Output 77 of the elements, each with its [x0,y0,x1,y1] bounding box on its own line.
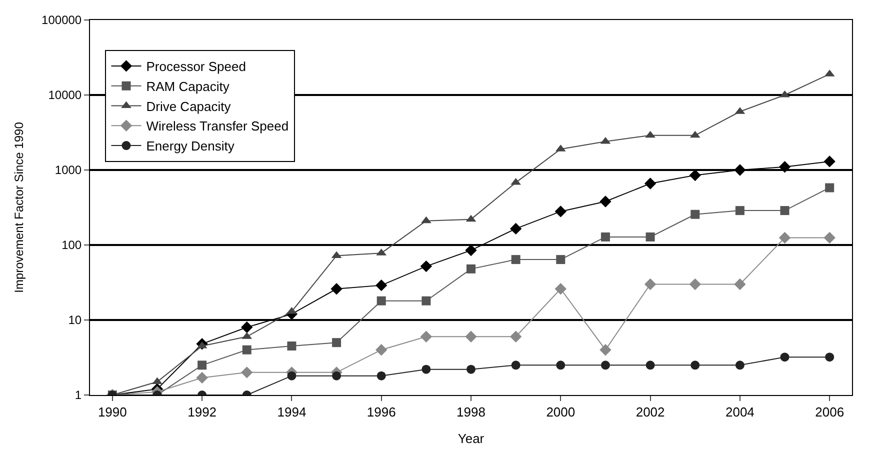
x-tick-label: 2004 [725,404,754,420]
point [242,345,252,354]
point [600,344,612,356]
point [466,264,476,274]
point [510,330,522,342]
point [420,260,432,272]
point [600,196,612,208]
x-tick-label: 2000 [546,404,576,420]
point [734,164,746,176]
point [376,296,386,306]
point [780,352,790,362]
point [286,306,297,314]
point [376,344,388,356]
point [645,130,656,138]
point [196,372,208,384]
x-tick-label: 2006 [815,404,844,420]
x-axis-title: Year [458,431,485,446]
point [466,364,476,374]
x-tick-label: 1994 [277,404,306,420]
x-tick-label: 1990 [98,404,127,420]
y-tick-label: 100000 [42,13,82,28]
point [556,255,566,264]
point [735,360,744,370]
point [376,371,386,380]
point [287,371,296,380]
point [511,255,520,264]
point [689,278,701,290]
point [646,360,655,370]
point [332,371,342,380]
point [376,279,388,292]
x-tick-label: 1998 [456,404,486,420]
point [420,330,432,342]
point [287,342,296,351]
point [241,321,253,334]
point [152,377,162,384]
point [824,232,836,244]
legend-label: Wireless Transfer Speed [146,118,289,134]
point [690,360,700,370]
point [825,183,834,192]
point [554,206,566,218]
point [690,210,700,219]
y-tick-label: 100 [62,238,82,252]
point [556,360,566,370]
legend-label: RAM Capacity [146,78,230,94]
y-tick-label: 1000 [54,163,82,178]
point [554,283,566,295]
legend-label: Processor Speed [146,59,246,74]
point [734,278,746,290]
point [465,330,477,342]
point [646,232,655,242]
y-tick-label: 1 [74,388,82,402]
x-tick-label: 1992 [188,404,217,420]
y-axis-title: Improvement Factor Since 1990 [12,122,26,293]
point [644,278,656,290]
point [510,222,522,235]
x-tick-label: 1996 [366,404,396,420]
x-tick-label: 2002 [636,404,665,420]
point [735,206,744,216]
point [422,364,431,374]
point [600,232,610,242]
point [422,296,431,306]
point [778,161,791,173]
point [241,366,253,378]
y-tick-label: 10000 [48,88,82,102]
point [330,283,342,295]
point [780,206,790,216]
point [511,360,520,370]
legend-label: Energy Density [146,138,235,154]
y-tick-label: 10 [68,313,82,328]
point [778,232,791,244]
point [600,360,610,370]
point [644,178,656,190]
point [198,360,207,370]
legend-label: Drive Capacity [146,98,232,114]
point [332,338,342,348]
point [825,352,834,362]
point [824,156,836,168]
